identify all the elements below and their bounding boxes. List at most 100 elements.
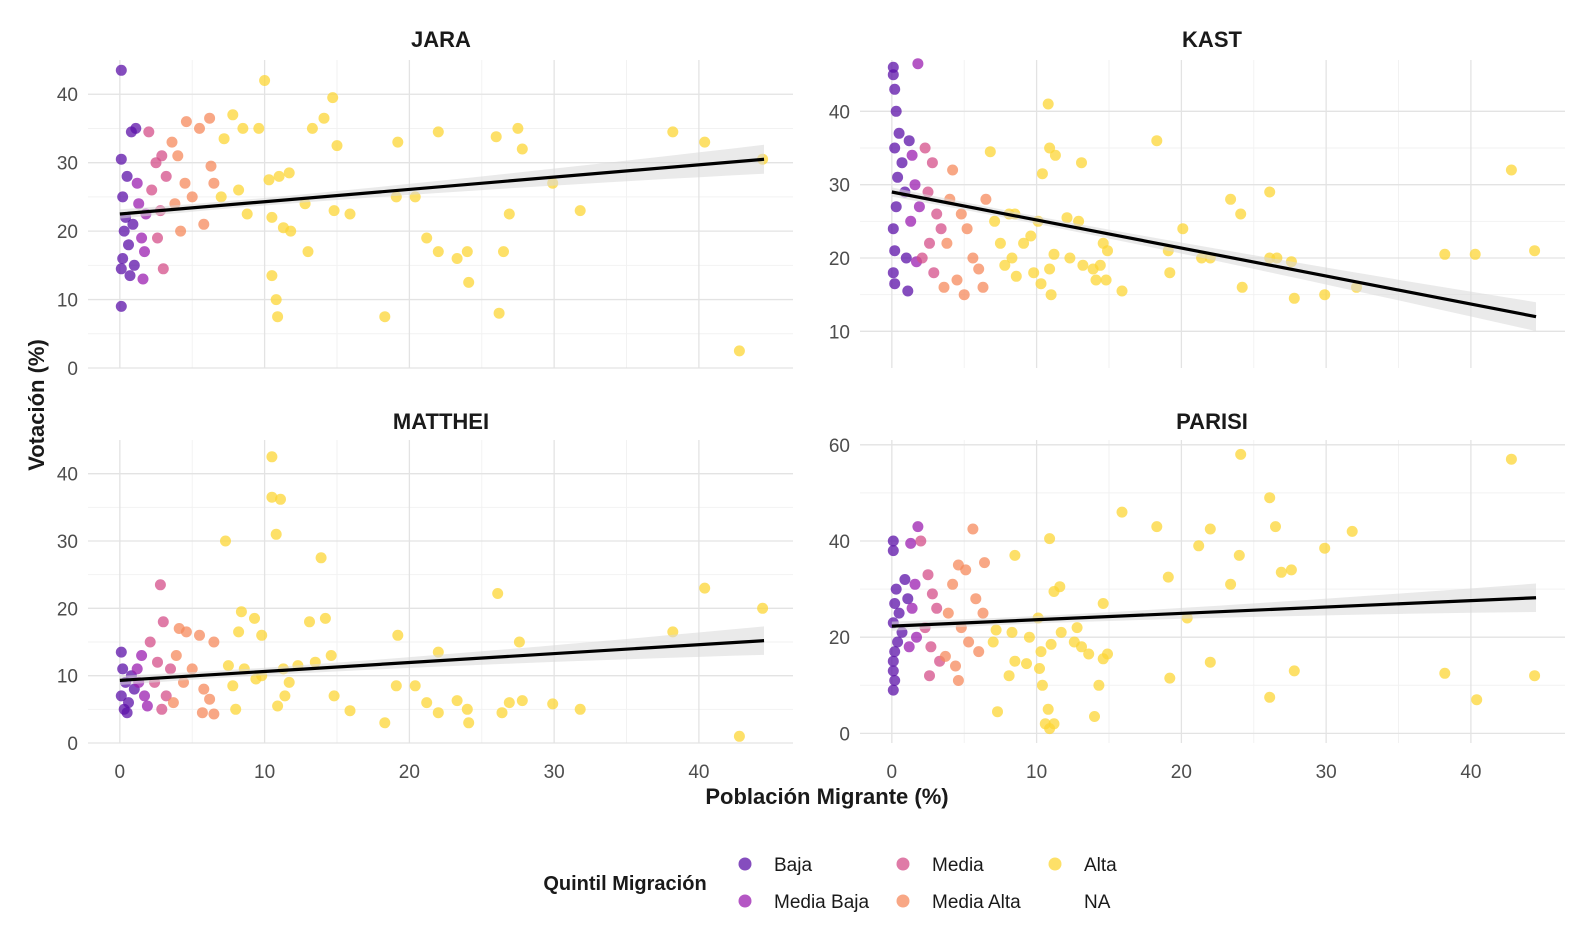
x-tick-label: 20 [399, 762, 420, 783]
points [115, 451, 769, 742]
data-point [911, 631, 922, 643]
data-point [951, 274, 963, 286]
points [887, 448, 1541, 735]
data-point [979, 557, 990, 569]
data-point [967, 523, 979, 535]
data-point [235, 606, 247, 618]
data-point [492, 588, 504, 599]
data-point [156, 703, 168, 715]
data-point [1097, 653, 1109, 665]
regression-line [891, 190, 1537, 319]
data-point [283, 167, 295, 179]
data-point [1204, 523, 1216, 535]
data-point [302, 246, 314, 258]
data-point [887, 223, 899, 235]
data-point [547, 698, 559, 710]
confidence-band [891, 187, 1536, 332]
data-point [143, 126, 155, 138]
data-point [421, 697, 433, 709]
y-tick-label: 30 [57, 154, 78, 175]
legend-swatch [1048, 857, 1062, 871]
data-point [270, 294, 282, 306]
data-point [926, 588, 938, 600]
data-point [1288, 665, 1300, 677]
data-point [733, 345, 745, 357]
data-point [137, 273, 149, 285]
legend-items: Baja Media Baja Media Media Alta Alta NA [738, 855, 1117, 913]
data-point [141, 700, 153, 712]
legend-swatch [738, 857, 752, 871]
data-point [902, 593, 914, 605]
data-point [970, 593, 982, 605]
data-point [123, 239, 134, 251]
data-point [117, 191, 129, 203]
data-point [328, 205, 340, 217]
data-point [1162, 571, 1174, 583]
y-tick-label: 30 [57, 532, 78, 553]
legend-label: Media Alta [932, 892, 1021, 913]
data-point [498, 246, 509, 258]
data-point [118, 225, 130, 237]
data-point [574, 703, 586, 715]
data-point [1089, 711, 1100, 722]
data-point [117, 253, 129, 264]
data-point [1071, 622, 1083, 634]
data-point [115, 153, 127, 165]
data-point [490, 131, 502, 143]
data-point [1346, 525, 1358, 537]
data-point [136, 650, 148, 661]
data-point [115, 690, 127, 702]
data-point [1083, 648, 1095, 660]
data-point [230, 703, 242, 715]
facet-kast: 10 20 30 40 KAST [829, 27, 1565, 368]
data-point [1048, 248, 1060, 260]
data-point [1044, 723, 1056, 735]
data-point [198, 218, 210, 230]
data-point [887, 267, 899, 279]
data-point [160, 690, 172, 702]
data-point [451, 695, 463, 707]
data-point [432, 126, 444, 138]
data-point [916, 252, 928, 264]
data-point [154, 579, 166, 591]
data-point [1116, 506, 1128, 518]
data-point [194, 629, 205, 641]
y-tick-label: 40 [829, 102, 850, 123]
data-point [390, 680, 402, 692]
data-point [319, 612, 331, 624]
data-point [1275, 566, 1287, 578]
data-point [1100, 274, 1112, 286]
data-point [165, 663, 176, 675]
data-point [950, 660, 961, 672]
y-tick-label: 20 [829, 249, 850, 270]
data-point [1236, 281, 1248, 293]
regression-line [119, 639, 765, 682]
data-point [392, 136, 404, 148]
data-point [259, 75, 271, 86]
data-point [266, 211, 278, 223]
data-point [947, 164, 959, 176]
data-point [124, 270, 136, 282]
data-point [1529, 245, 1541, 257]
data-point [144, 636, 156, 648]
data-point [1034, 663, 1045, 674]
data-point [513, 636, 525, 648]
data-point [994, 237, 1006, 249]
points [887, 58, 1541, 304]
data-point [512, 122, 524, 134]
data-point [152, 232, 163, 244]
data-point [1164, 672, 1176, 684]
data-point [941, 237, 953, 249]
data-point [237, 122, 249, 134]
y-tick-label: 20 [57, 599, 78, 620]
y-tick-label: 0 [839, 724, 850, 745]
data-point [935, 223, 947, 235]
data-point [890, 201, 902, 213]
data-point [1064, 252, 1076, 264]
data-point [331, 140, 343, 152]
x-tick-label: 10 [1026, 762, 1047, 783]
data-point [984, 146, 996, 158]
legend-label: NA [1084, 892, 1111, 913]
data-point [222, 660, 234, 672]
data-point [1235, 208, 1247, 220]
